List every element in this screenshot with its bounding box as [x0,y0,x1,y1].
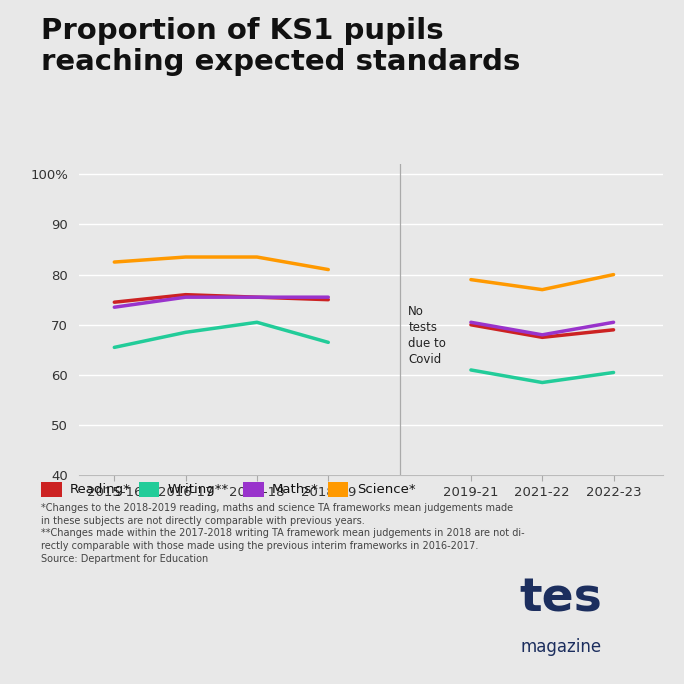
Text: Science*: Science* [357,482,415,496]
Text: Writing**: Writing** [168,482,229,496]
Text: *Changes to the 2018-2019 reading, maths and science TA frameworks mean judgemen: *Changes to the 2018-2019 reading, maths… [41,503,525,564]
Text: Proportion of KS1 pupils
reaching expected standards: Proportion of KS1 pupils reaching expect… [41,17,521,77]
Text: No
tests
due to
Covid: No tests due to Covid [408,304,446,366]
Text: tes: tes [519,577,603,622]
Text: Maths*: Maths* [272,482,319,496]
Text: Reading*: Reading* [70,482,131,496]
Text: magazine: magazine [521,638,601,657]
